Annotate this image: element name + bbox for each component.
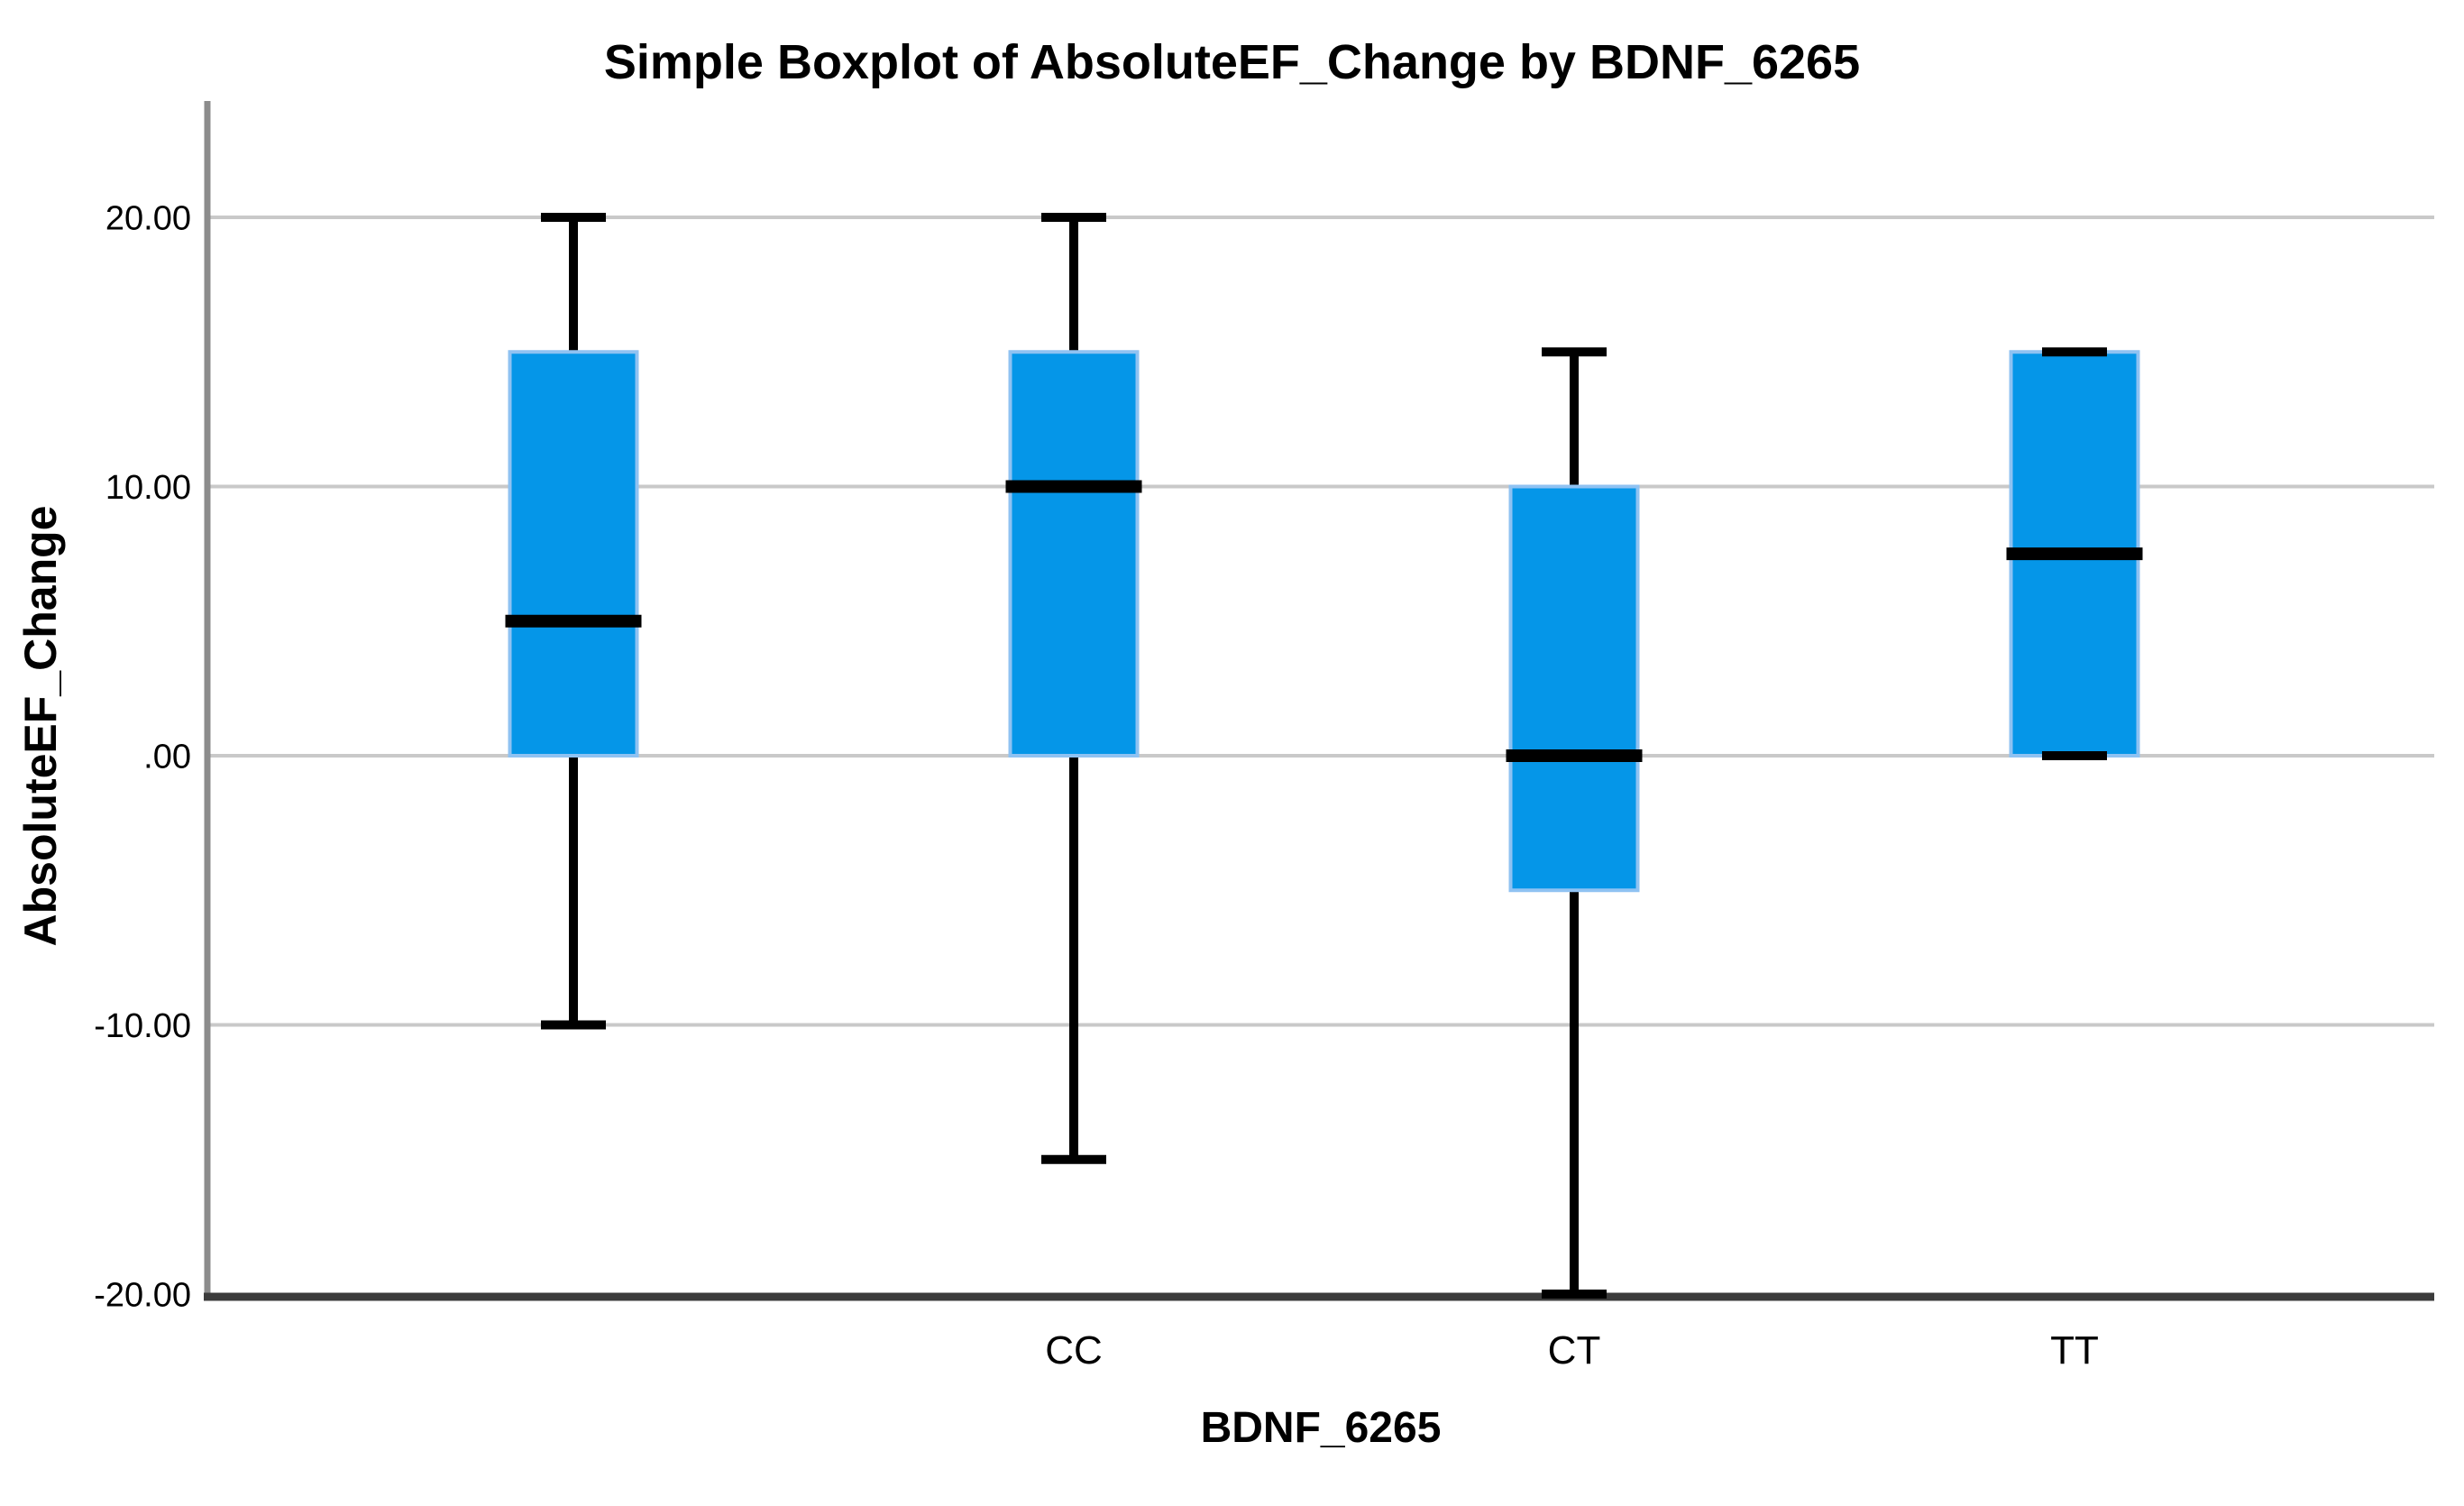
x-tick-label-CC: CC xyxy=(1045,1328,1103,1373)
y-tick-label: -10.00 xyxy=(94,1007,191,1045)
x-axis-label: BDNF_6265 xyxy=(1200,1404,1442,1452)
x-tick-label-CT: CT xyxy=(1548,1328,1601,1373)
y-tick-label: 20.00 xyxy=(105,199,191,237)
chart-title: Simple Boxplot of AbsoluteEF_Change by B… xyxy=(603,35,1861,89)
y-tick-label: -20.00 xyxy=(94,1276,191,1314)
box-CC xyxy=(1008,350,1140,758)
x-tick-label-TT: TT xyxy=(2050,1328,2099,1373)
box-blank xyxy=(508,350,639,758)
y-axis-label: AbsoluteEF_Change xyxy=(15,505,66,947)
box-CT xyxy=(1508,484,1640,893)
y-tick-label: .00 xyxy=(143,738,191,776)
y-tick-label: 10.00 xyxy=(105,469,191,507)
